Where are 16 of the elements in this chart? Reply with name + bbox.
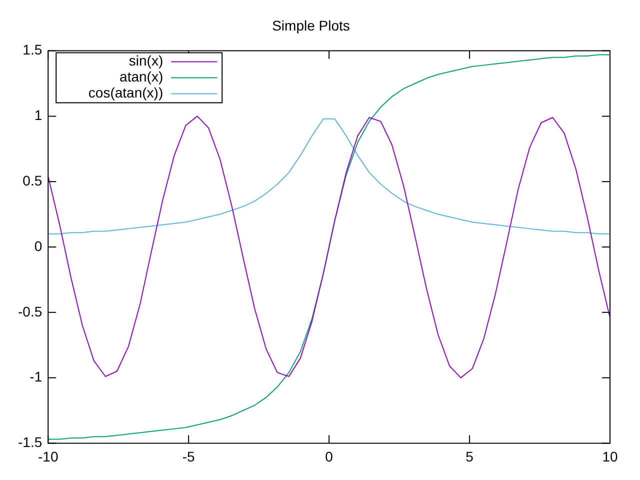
x-tick-label: 10 <box>602 448 618 464</box>
y-tick-label: 0 <box>34 238 42 254</box>
y-tick-label: -0.5 <box>18 303 42 320</box>
x-tick-label: 5 <box>466 448 474 464</box>
x-tick-label: 0 <box>325 448 334 464</box>
chart-title: Simple Plots <box>272 17 350 34</box>
x-tick-label: -10 <box>38 448 58 464</box>
x-tick-label: -5 <box>182 448 196 464</box>
y-tick-label: 0.5 <box>22 172 42 188</box>
legend-label: atan(x) <box>120 68 164 85</box>
y-tick-label: 1.5 <box>22 42 42 58</box>
y-tick-label: -1 <box>30 368 42 385</box>
legend-label: cos(atan(x)) <box>88 84 164 101</box>
y-tick-label: 1 <box>34 107 42 124</box>
y-tick-label: -1.5 <box>18 434 42 450</box>
legend-label: sin(x) <box>128 52 164 69</box>
